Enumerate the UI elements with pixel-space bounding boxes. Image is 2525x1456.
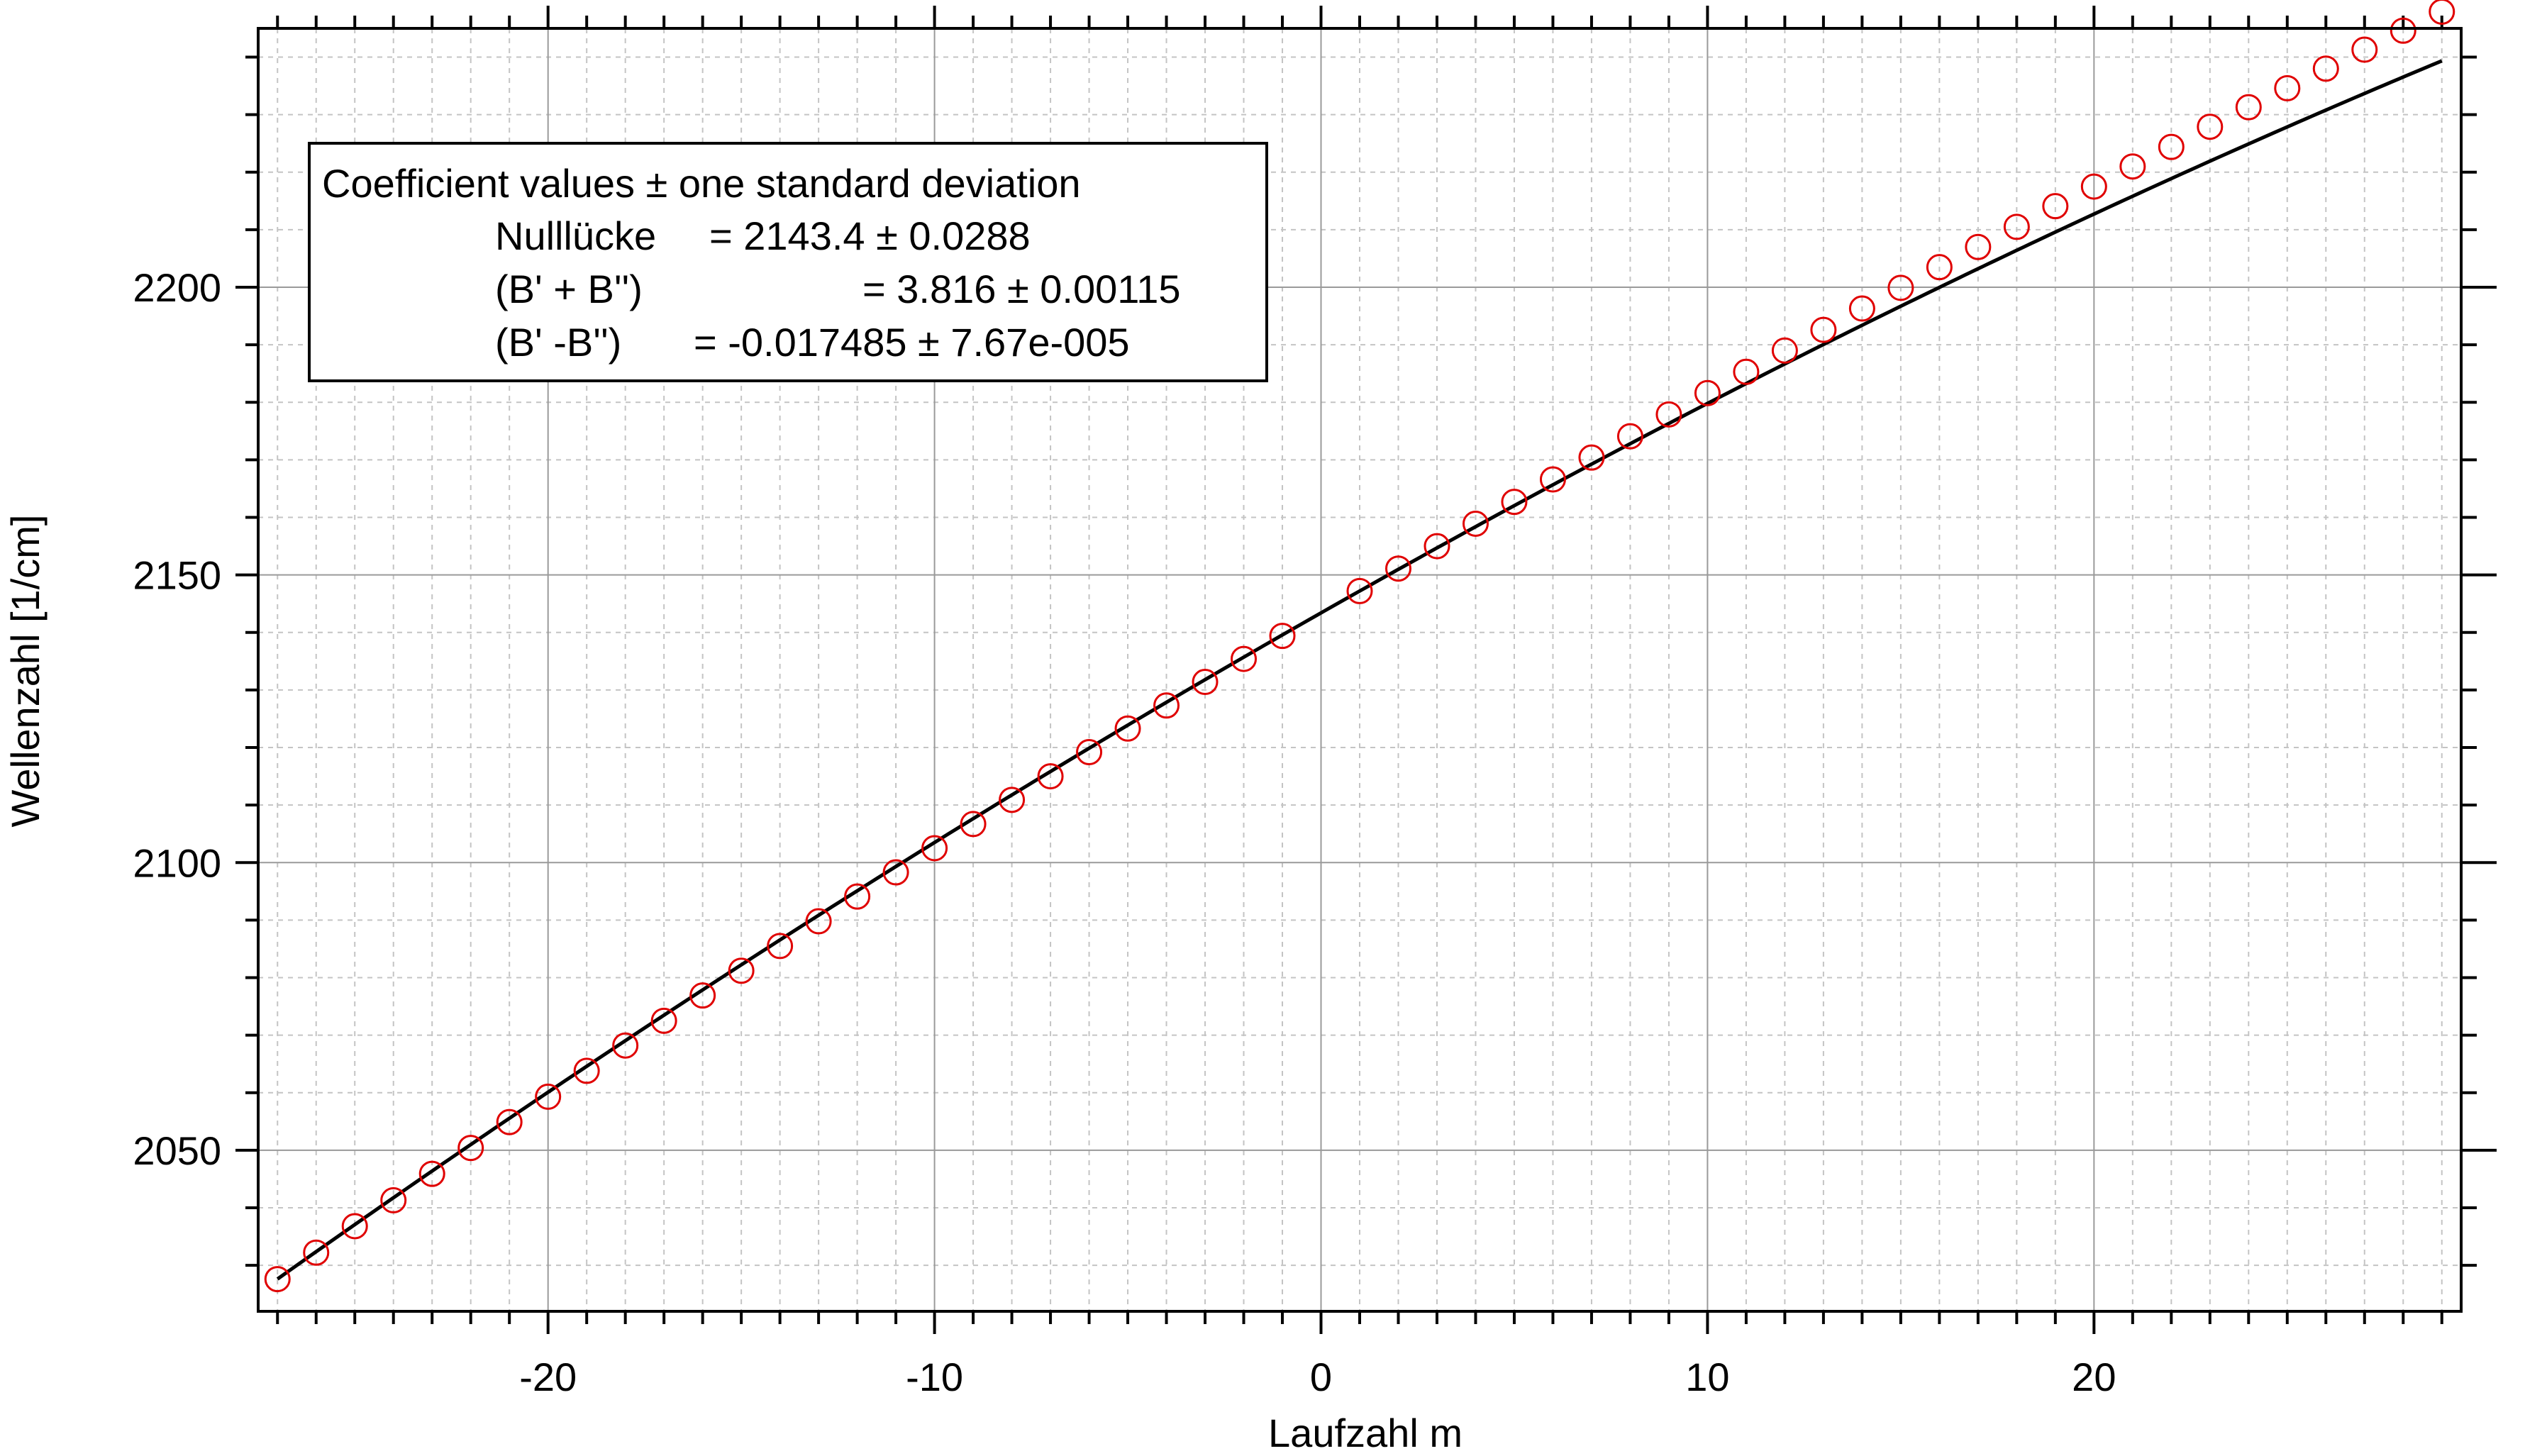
data-point (650, 1007, 677, 1034)
x-tick-label: 0 (1310, 1355, 1332, 1399)
data-point (921, 835, 948, 862)
x-tick-label: 10 (1685, 1355, 1729, 1399)
data-point (2119, 153, 2146, 180)
data-point (1192, 669, 1219, 696)
data-point (1076, 739, 1103, 766)
annotation-nullluecke-label: Nulllücke (495, 213, 656, 258)
data-point (1848, 295, 1875, 322)
data-point (2390, 17, 2416, 44)
data-point (573, 1057, 600, 1084)
data-point (767, 933, 794, 960)
fit-curve-layer (276, 59, 2443, 1281)
data-point (380, 1187, 407, 1213)
data-point (1887, 274, 1914, 301)
data-point (1694, 379, 1721, 406)
data-point (2042, 193, 2069, 220)
data-point (2003, 213, 2030, 240)
data-point (2235, 94, 2262, 121)
data-point (535, 1083, 562, 1110)
data-point (1037, 763, 1064, 790)
data-point (2158, 133, 2185, 160)
data-points-layer (264, 0, 2455, 1293)
data-point (2351, 36, 2378, 63)
data-point (728, 957, 755, 984)
data-point (612, 1032, 639, 1059)
data-point (1462, 510, 1489, 537)
data-point (2080, 173, 2107, 200)
data-point (1926, 254, 1953, 281)
data-point (1231, 645, 1258, 672)
y-axis-title: Wellenzahl [1/cm] (3, 515, 48, 828)
fit-curve-line (276, 59, 2443, 1281)
y-tick-label: 2050 (133, 1128, 221, 1173)
data-point (1346, 577, 1373, 604)
y-tick-label: 2150 (133, 553, 221, 598)
y-tick-label: 2100 (133, 840, 221, 885)
data-point (1384, 555, 1411, 582)
data-point (844, 883, 871, 910)
data-point (1269, 623, 1296, 650)
data-point (689, 982, 716, 1009)
plot-frame (257, 27, 2463, 1313)
data-point (2312, 55, 2339, 82)
x-tick-label: -20 (519, 1355, 577, 1399)
data-point (1965, 233, 1992, 260)
axis-ticks (235, 6, 2497, 1334)
data-point (1501, 489, 1528, 516)
data-point (1153, 692, 1180, 719)
x-tick-label: -10 (906, 1355, 963, 1399)
annotation-nullluecke-value: = 2143.4 ± 0.0288 (709, 213, 1031, 258)
data-point (1424, 533, 1450, 560)
data-point (999, 787, 1026, 813)
data-point (1539, 466, 1566, 493)
data-point (1771, 337, 1798, 364)
annotation-b-sum-value: = 3.816 ± 0.00115 (862, 267, 1181, 311)
data-point (1114, 715, 1141, 742)
data-point (2197, 113, 2224, 140)
data-point (1733, 358, 1760, 385)
tick-labels: -20 -10 0 10 20 2050 2100 2150 2200 (133, 265, 2116, 1399)
data-point (1655, 401, 1682, 428)
data-point (960, 811, 987, 838)
data-point (882, 859, 909, 886)
data-point (805, 908, 832, 935)
annotation-b-diff-value: = -0.017485 ± 7.67e-005 (694, 320, 1130, 365)
data-point (1578, 444, 1605, 471)
data-point (1810, 316, 1837, 343)
data-point (2429, 0, 2455, 25)
y-tick-label: 2200 (133, 265, 221, 310)
coefficient-annotation: Coefficient values ± one standard deviat… (308, 142, 1268, 382)
annotation-heading: Coefficient values ± one standard deviat… (322, 161, 1081, 206)
annotation-b-sum-label: (B' + B'') (495, 267, 643, 311)
data-point (303, 1239, 330, 1266)
annotation-box (308, 142, 1268, 382)
data-point (264, 1266, 291, 1293)
data-point (496, 1108, 523, 1135)
data-point (341, 1213, 368, 1240)
data-point (457, 1135, 484, 1162)
annotation-b-diff-label: (B' -B'') (495, 320, 621, 365)
x-axis-title: Laufzahl m (1268, 1411, 1463, 1455)
x-tick-label: 20 (2072, 1355, 2116, 1399)
data-point (1616, 423, 1643, 450)
data-point (2274, 74, 2301, 101)
data-point (418, 1160, 445, 1187)
